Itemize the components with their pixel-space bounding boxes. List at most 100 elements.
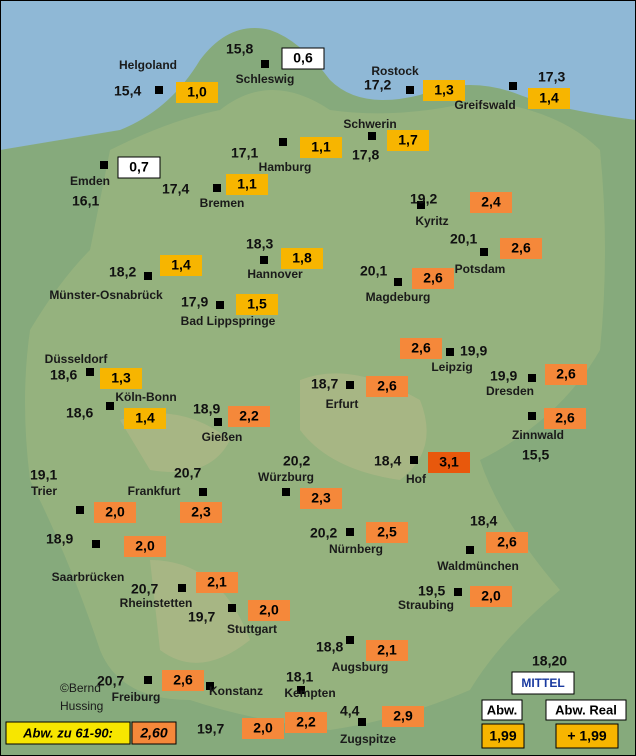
- station-name: Waldmünchen: [437, 559, 519, 573]
- station-temp: 20,1: [450, 231, 477, 247]
- station-marker: [76, 506, 84, 514]
- station-name: Leipzig: [431, 360, 472, 374]
- anomaly-box: [544, 408, 586, 429]
- abw-label-box: [481, 699, 523, 721]
- anomaly-box: [196, 572, 238, 593]
- mittel-label-box: [511, 671, 575, 695]
- station-marker: [509, 82, 517, 90]
- abw-real-label: Abw. Real: [555, 702, 617, 717]
- station-marker: [346, 528, 354, 536]
- station-temp: 17,4: [162, 181, 189, 197]
- anomaly-value: 2,6: [555, 410, 575, 426]
- station-temp: 16,1: [72, 193, 99, 209]
- anomaly-value: 2,2: [296, 714, 316, 730]
- station-name: Straubing: [398, 598, 454, 612]
- anomaly-box: [470, 192, 512, 213]
- anomaly-value: 1,1: [237, 176, 257, 192]
- station-marker: [155, 86, 163, 94]
- anomaly-value: 2,3: [311, 490, 331, 506]
- station-marker: [368, 132, 376, 140]
- credit: ©Bernd: [60, 681, 101, 695]
- station-marker: [216, 301, 224, 309]
- station-marker: [206, 682, 214, 690]
- station-name: Dresden: [486, 384, 534, 398]
- anomaly-value: 2,6: [497, 534, 517, 550]
- station-temp: 18,4: [470, 513, 497, 529]
- abw-value: 1,99: [489, 728, 516, 744]
- anomaly-box: [236, 294, 278, 315]
- station-temp: 18,9: [193, 401, 220, 417]
- anomaly-value: 2,0: [135, 538, 155, 554]
- anomaly-box: [500, 238, 542, 259]
- anomaly-value: 2,1: [377, 642, 397, 658]
- anomaly-box: [281, 47, 325, 70]
- station-temp: 19,7: [197, 721, 224, 737]
- station-name: Bad Lippspringe: [181, 314, 276, 328]
- anomaly-box: [412, 268, 454, 289]
- anomaly-value: 2,1: [207, 574, 227, 590]
- anomaly-box: [160, 255, 202, 276]
- anomaly-value: 2,6: [411, 340, 431, 356]
- station-name: Nürnberg: [329, 542, 383, 556]
- anomaly-box: [242, 718, 284, 739]
- station-name: Stuttgart: [227, 622, 277, 636]
- abw-real-value: + 1,99: [567, 728, 607, 744]
- station-temp: 18,7: [311, 376, 338, 392]
- station-marker: [92, 540, 100, 548]
- anomaly-value: 1,5: [247, 296, 267, 312]
- anomaly-box: [281, 248, 323, 269]
- anomaly-box: [423, 80, 465, 101]
- station-name: Gießen: [202, 430, 243, 444]
- station-name: Erfurt: [326, 397, 359, 411]
- station-marker: [410, 456, 418, 464]
- station-marker: [346, 636, 354, 644]
- station-marker: [279, 138, 287, 146]
- anomaly-value: 1,4: [171, 257, 191, 273]
- station-marker: [417, 201, 425, 209]
- station-temp: 20,2: [310, 525, 337, 541]
- station-name: Zinnwald: [512, 428, 564, 442]
- anomaly-value: 0,7: [129, 159, 149, 175]
- station-name: Schwerin: [343, 117, 396, 131]
- station-marker: [282, 488, 290, 496]
- station-marker: [214, 418, 222, 426]
- abw-value-box: [481, 723, 525, 749]
- anomaly-value: 1,0: [187, 84, 207, 100]
- anomaly-value: 1,3: [434, 82, 454, 98]
- station-temp: 17,1: [231, 145, 258, 161]
- anomaly-box: [470, 586, 512, 607]
- anomaly-value: 1,4: [135, 410, 155, 426]
- station-temp: 17,2: [364, 77, 391, 93]
- station-temp: 17,9: [181, 294, 208, 310]
- anomaly-value: 3,1: [439, 454, 459, 470]
- station-temp: 19,7: [188, 609, 215, 625]
- station-temp: 18,9: [46, 531, 73, 547]
- anomaly-value: 2,0: [253, 720, 273, 736]
- station-temp: 18,2: [109, 264, 136, 280]
- station-temp: 15,5: [522, 447, 549, 463]
- sea: [0, 0, 636, 150]
- station-name: Düsseldorf: [45, 352, 109, 366]
- anomaly-box: [94, 502, 136, 523]
- station-marker: [144, 272, 152, 280]
- station-temp: 19,5: [418, 583, 445, 599]
- anomaly-box: [162, 670, 204, 691]
- anomaly-value: 1,1: [311, 139, 331, 155]
- anomaly-value: 1,8: [292, 250, 312, 266]
- station-temp: 18,3: [246, 236, 273, 252]
- station-marker: [466, 546, 474, 554]
- anomaly-value: 2,5: [377, 524, 397, 540]
- anomaly-value: 2,0: [105, 504, 125, 520]
- station-temp: 15,8: [226, 41, 253, 57]
- anomaly-value: 2,6: [556, 366, 576, 382]
- station-temp: 19,1: [30, 467, 57, 483]
- station-name: Bremen: [200, 196, 245, 210]
- station-name: Saarbrücken: [52, 570, 125, 584]
- anomaly-box: [300, 137, 342, 158]
- anomaly-value: 0,6: [293, 50, 313, 66]
- credit: Hussing: [60, 699, 103, 713]
- station-name: Rheinstetten: [120, 596, 193, 610]
- mean-anomaly: 2,60: [139, 725, 167, 741]
- station-temp: 19,9: [460, 343, 487, 359]
- anomaly-box: [100, 368, 142, 389]
